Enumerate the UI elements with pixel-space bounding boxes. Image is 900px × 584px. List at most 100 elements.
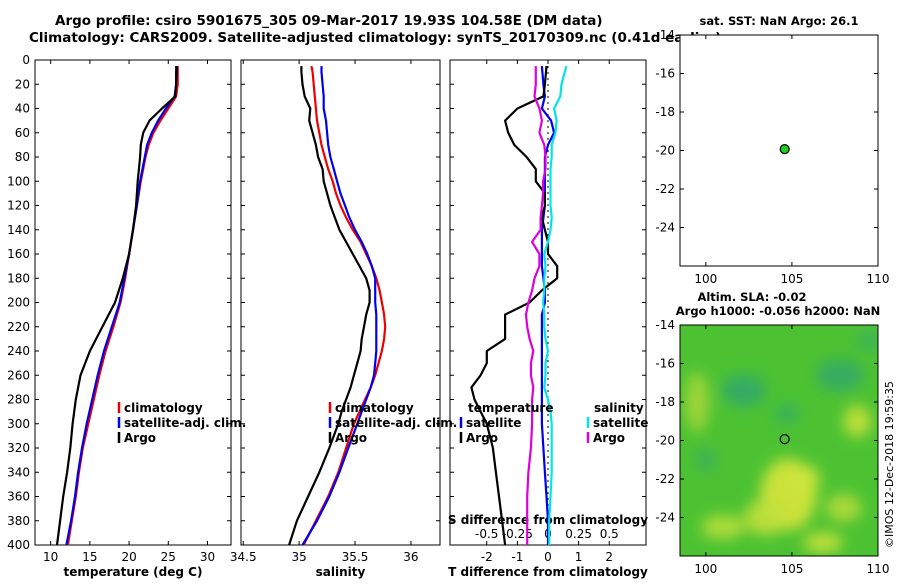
s-tick-label: -0.5 xyxy=(475,527,498,541)
legend-label: climatology xyxy=(124,401,203,415)
x-tick-label: 25 xyxy=(161,550,176,564)
depth-tick-label: 120 xyxy=(7,199,30,213)
x-tick-label: 36 xyxy=(403,550,418,564)
x-tick-label: 15 xyxy=(82,550,97,564)
x-tick-label: 100 xyxy=(694,272,717,286)
heatmap-cell xyxy=(855,330,878,351)
x-tick-label: 110 xyxy=(867,562,890,576)
x-tick-label: 35.5 xyxy=(342,550,369,564)
x-tick-label: 105 xyxy=(780,562,803,576)
y-tick-label: -18 xyxy=(655,395,675,409)
depth-tick-label: 260 xyxy=(7,368,30,382)
y-tick-label: -20 xyxy=(655,144,675,158)
x-tick-label: 2 xyxy=(605,550,613,564)
difference-series-salinity-argo xyxy=(524,66,547,545)
altimetry-map-title-1: Altim. SLA: -0.02 xyxy=(697,290,806,304)
heatmap-cell xyxy=(744,499,789,536)
heatmap-cell xyxy=(843,405,872,438)
argo-location-marker xyxy=(779,434,790,445)
argo-location-marker xyxy=(779,144,790,155)
heatmap-cell xyxy=(816,359,865,392)
depth-tick-label: 380 xyxy=(7,514,30,528)
y-tick-label: -16 xyxy=(655,67,675,81)
sst-map-panel: 100 105 110 -14 -16 -18 -20 -22 -24 sat. SST: NaN… xyxy=(655,14,889,286)
depth-tick-label: 240 xyxy=(7,344,30,358)
temperature-series-argo xyxy=(55,66,178,546)
legend-temperature-title: temperature xyxy=(468,401,553,415)
temperature-series-climatology xyxy=(66,66,179,546)
depth-tick-label: 80 xyxy=(15,150,30,164)
depth-tick-label: 400 xyxy=(7,538,30,552)
y-tick-label: -24 xyxy=(655,221,675,235)
depth-tick-label: 220 xyxy=(7,320,30,334)
temperature-series-satellite-adj-clim- xyxy=(65,66,178,546)
legend-label: satellite-adj. clim. xyxy=(335,416,457,430)
x-tick-label: -2 xyxy=(481,550,493,564)
temperature-x-axis-label: temperature (deg C) xyxy=(64,565,203,579)
y-tick-label: -18 xyxy=(655,105,675,119)
heatmap-field xyxy=(685,330,878,553)
depth-tick-label: 160 xyxy=(7,247,30,261)
x-tick-label: 0 xyxy=(544,550,552,564)
salinity-panel: 34.5 35 35.5 36 salinity climatologysatellite… xyxy=(230,59,457,579)
depth-tick-label: 0 xyxy=(22,53,30,67)
x-tick-label: 105 xyxy=(780,272,803,286)
heatmap-cell xyxy=(695,447,716,472)
y-tick-label: -20 xyxy=(655,434,675,448)
depth-tick-label: 180 xyxy=(7,271,30,285)
depth-tick-label: 320 xyxy=(7,441,30,455)
legend-label: Argo xyxy=(124,431,156,445)
x-tick-label: 34.5 xyxy=(230,550,257,564)
map-background xyxy=(680,35,878,266)
heatmap-cell xyxy=(721,374,766,407)
altimetry-map-title-2: Argo h1000: -0.056 h2000: NaN xyxy=(676,304,880,318)
difference-x-axis-label: T difference from climatology xyxy=(448,565,648,579)
legend-label: Argo xyxy=(593,431,625,445)
altimetry-map-panel: 100 105 110 -14 -16 -18 -20 -22 -24 Altim. SLA: -… xyxy=(655,290,889,576)
legend-label: Argo xyxy=(335,431,367,445)
s-tick-label: 0.5 xyxy=(600,527,619,541)
difference-series-salinity-satellite xyxy=(541,65,568,545)
altimetry-heatmap xyxy=(680,325,878,556)
s-tick-label: -0.25 xyxy=(502,527,533,541)
depth-tick-label: 20 xyxy=(15,77,30,91)
heatmap-cell xyxy=(787,465,820,493)
heatmap-cell xyxy=(802,532,843,553)
heatmap-cell xyxy=(825,493,862,522)
depth-tick-label: 200 xyxy=(7,296,30,310)
x-tick-label: 100 xyxy=(694,562,717,576)
sst-map-title-1: sat. SST: NaN Argo: 26.1 xyxy=(699,14,858,28)
salinity-series-argo xyxy=(288,66,371,546)
depth-tick-label: 340 xyxy=(7,465,30,479)
legend-label: satellite xyxy=(466,416,521,430)
depth-tick-label: 280 xyxy=(7,393,30,407)
heatmap-cell xyxy=(774,403,799,424)
legend-label: satellite xyxy=(593,416,648,430)
x-tick-label: 30 xyxy=(200,550,215,564)
temperature-axes-frame xyxy=(34,59,232,546)
legend-salinity-title: salinity xyxy=(594,401,644,415)
legend-label: climatology xyxy=(335,401,414,415)
x-tick-label: 10 xyxy=(43,550,58,564)
legend-label: satellite-adj. clim. xyxy=(124,416,246,430)
y-tick-label: -24 xyxy=(655,511,675,525)
salinity-series-climatology xyxy=(302,65,387,546)
depth-tick-label: 140 xyxy=(7,223,30,237)
salinity-x-axis-label: salinity xyxy=(316,565,366,579)
depth-tick-label: 60 xyxy=(15,126,30,140)
y-tick-label: -22 xyxy=(655,182,675,196)
heatmap-cell xyxy=(685,372,710,432)
y-tick-label: -14 xyxy=(655,318,675,332)
s-tick-label: 0.25 xyxy=(565,527,592,541)
difference-series-temperature-argo xyxy=(470,66,559,546)
salinity-series-satellite-adj-clim- xyxy=(301,66,378,546)
depth-tick-label: 100 xyxy=(7,174,30,188)
x-tick-label: 20 xyxy=(121,550,136,564)
x-tick-label: 110 xyxy=(867,272,890,286)
y-tick-label: -14 xyxy=(655,28,675,42)
legend-label: Argo xyxy=(466,431,498,445)
depth-tick-label: 300 xyxy=(7,417,30,431)
